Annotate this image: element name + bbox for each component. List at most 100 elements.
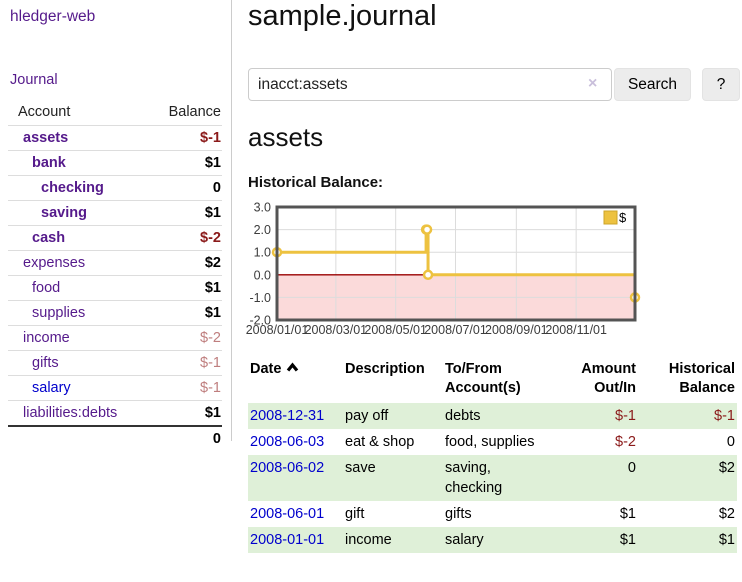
account-link[interactable]: checking [41, 180, 104, 196]
transaction-date-link[interactable]: 2008-01-01 [250, 532, 325, 548]
account-link[interactable]: saving [41, 205, 87, 221]
transaction-description: pay off [345, 408, 389, 424]
svg-text:$: $ [619, 210, 627, 225]
transaction-balance: 0 [726, 434, 735, 450]
svg-text:2008/07/01: 2008/07/01 [424, 323, 487, 337]
account-balance: $-2 [142, 325, 222, 351]
transaction-row: 2008-06-03 eat & shop food, supplies $-2 0 [248, 429, 737, 455]
to-from-header: To/From Account(s) [445, 361, 521, 396]
account-link[interactable]: assets [23, 130, 69, 146]
account-link[interactable]: liabilities:debts [23, 405, 118, 421]
account-row: expenses $2 [8, 250, 222, 276]
account-heading: assets [248, 122, 324, 152]
svg-text:0.0: 0.0 [254, 268, 271, 282]
transaction-accounts: saving, checking [445, 460, 503, 496]
account-balance: $-2 [142, 225, 222, 251]
svg-text:3.0: 3.0 [254, 201, 271, 215]
transaction-amount: $1 [619, 532, 636, 548]
transaction-balance: $2 [718, 506, 735, 522]
search-form: × Search ? [248, 68, 742, 101]
account-balance: $-1 [142, 375, 222, 401]
svg-text:1.0: 1.0 [254, 246, 271, 260]
account-row: bank $1 [8, 150, 222, 176]
svg-text:2008/03/01: 2008/03/01 [305, 323, 368, 337]
transaction-accounts: debts [445, 408, 481, 424]
account-link[interactable]: gifts [32, 355, 59, 371]
sidebar-item-journal[interactable]: Journal [10, 72, 58, 88]
account-balance: $1 [142, 200, 222, 226]
accounts-total-balance: 0 [142, 425, 222, 451]
account-balance: $1 [142, 400, 222, 426]
svg-text:2.0: 2.0 [254, 223, 271, 237]
accounts-header-row: Account Balance [8, 100, 222, 126]
transaction-date-link[interactable]: 2008-06-02 [250, 460, 325, 476]
account-row: salary $-1 [8, 375, 222, 401]
account-link[interactable]: food [32, 280, 61, 296]
account-link[interactable]: supplies [32, 305, 86, 321]
transaction-description: save [345, 460, 376, 476]
transaction-date-link[interactable]: 2008-12-31 [250, 408, 325, 424]
transaction-accounts: gifts [445, 506, 472, 522]
account-link[interactable]: cash [32, 230, 66, 246]
account-link[interactable]: bank [32, 155, 66, 171]
historical-balance-chart: $3.0 2.0 1.0 0.0 -1.0 -2.0 2008/01/01 2008/03/0… [246, 201, 742, 345]
svg-text:2008/05/01: 2008/05/01 [364, 323, 427, 337]
transaction-row: 2008-01-01 income salary $1 $1 [248, 527, 737, 553]
transaction-balance: $1 [718, 532, 735, 548]
transaction-balance: $-1 [714, 408, 735, 424]
account-balance: $1 [142, 300, 222, 326]
help-button[interactable]: ? [702, 68, 740, 101]
account-balance: $-1 [142, 125, 222, 151]
account-balance: 0 [142, 175, 222, 201]
chart-title: Historical Balance: [248, 174, 384, 191]
account-row: gifts $-1 [8, 350, 222, 376]
transaction-row: 2008-06-01 gift gifts $1 $2 [248, 501, 737, 527]
balance-header: Historical Balance [668, 361, 735, 396]
account-row: income $-2 [8, 325, 222, 351]
account-link[interactable]: expenses [23, 255, 86, 271]
search-button[interactable]: Search [614, 68, 691, 101]
register-header-row: Date Description To/From Account(s) Amou… [248, 358, 737, 403]
date-sort-header[interactable]: Date [248, 358, 343, 403]
svg-text:2008/09/01: 2008/09/01 [485, 323, 548, 337]
main-content: sample.journal × Search ? assets Histori… [246, 0, 742, 582]
accounts-total-row: 0 [8, 425, 222, 451]
account-row: saving $1 [8, 200, 222, 226]
balance-column-header: Balance [168, 104, 221, 120]
accounts-balance-table: Account Balance assets $-1 bank $1 checking 0… [8, 100, 222, 451]
description-header: Description [345, 361, 425, 377]
account-balance: $2 [142, 250, 222, 276]
account-link[interactable]: income [23, 330, 70, 346]
transaction-balance: $2 [718, 460, 735, 476]
account-row: checking 0 [8, 175, 222, 201]
transaction-accounts: food, supplies [445, 434, 535, 450]
search-input[interactable] [248, 68, 612, 101]
account-balance: $1 [142, 150, 222, 176]
svg-text:2008/01/01: 2008/01/01 [246, 323, 309, 337]
sidebar: hledger-web Journal Account Balance asse… [0, 0, 232, 451]
amount-header: Amount Out/In [581, 361, 636, 396]
transaction-amount: $-1 [615, 408, 636, 424]
transaction-amount: $-2 [615, 434, 636, 450]
clear-search-icon[interactable]: × [588, 75, 598, 92]
account-row: cash $-2 [8, 225, 222, 251]
transaction-amount: 0 [627, 460, 636, 476]
page-title: sample.journal [248, 0, 437, 32]
svg-text:-2.0: -2.0 [249, 314, 271, 328]
app-brand-link[interactable]: hledger-web [10, 8, 96, 25]
transaction-description: income [345, 532, 392, 548]
account-row: liabilities:debts $1 [8, 400, 222, 426]
account-column-header: Account [18, 104, 71, 120]
svg-text:-1.0: -1.0 [249, 291, 271, 305]
svg-text:2008/11/01: 2008/11/01 [545, 323, 607, 337]
transaction-row: 2008-06-02 save saving, checking 0 $2 [248, 455, 737, 501]
account-balance: $1 [142, 275, 222, 301]
transaction-date-link[interactable]: 2008-06-01 [250, 506, 325, 522]
account-row: assets $-1 [8, 125, 222, 151]
register-table: Date Description To/From Account(s) Amou… [248, 358, 737, 553]
account-link[interactable]: salary [32, 380, 71, 396]
transaction-description: eat & shop [345, 434, 415, 450]
transaction-amount: $1 [619, 506, 636, 522]
transaction-row: 2008-12-31 pay off debts $-1 $-1 [248, 403, 737, 429]
transaction-date-link[interactable]: 2008-06-03 [250, 434, 325, 450]
